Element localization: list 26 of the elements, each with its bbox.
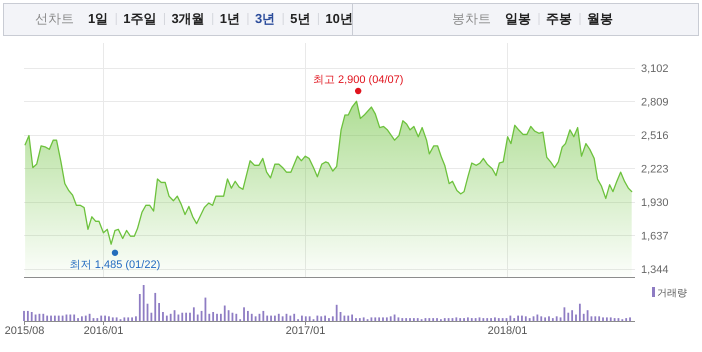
text: 1일 [88,11,108,26]
text: 일봉 [505,11,531,26]
text: 3개월 [171,11,205,26]
text: 10년 [325,11,353,26]
y-tick-label: 2,809 [641,96,669,108]
y-tick-label: 2,223 [641,163,669,176]
text: 봉차트 [452,11,491,26]
y-tick-label: 1,344 [641,264,669,276]
text: 선차트 [35,11,74,26]
y-tick-label: 1,637 [641,230,669,242]
x-tick-label: 2016/01 [84,325,124,337]
text: 1주일 [123,11,156,26]
x-tick-label: 2015/08 [4,325,44,337]
text: 3년 [254,11,276,26]
data-label: 최저 1,485 (01/22) [70,258,160,271]
y-tick-label: 2,516 [641,130,669,142]
legend-label: 거래량 [657,288,687,299]
data-label: 최고 2,900 (04/07) [312,74,404,86]
text: 5년 [290,11,310,26]
text: 주봉 [546,11,572,26]
x-tick-label: 2017/01 [286,325,326,337]
x-tick-label: 2018/01 [488,325,528,337]
text: 1년 [220,11,240,26]
y-tick-label: 3,102 [641,62,669,75]
text: 월봉 [587,11,613,26]
y-tick-label: 1,930 [641,196,669,209]
